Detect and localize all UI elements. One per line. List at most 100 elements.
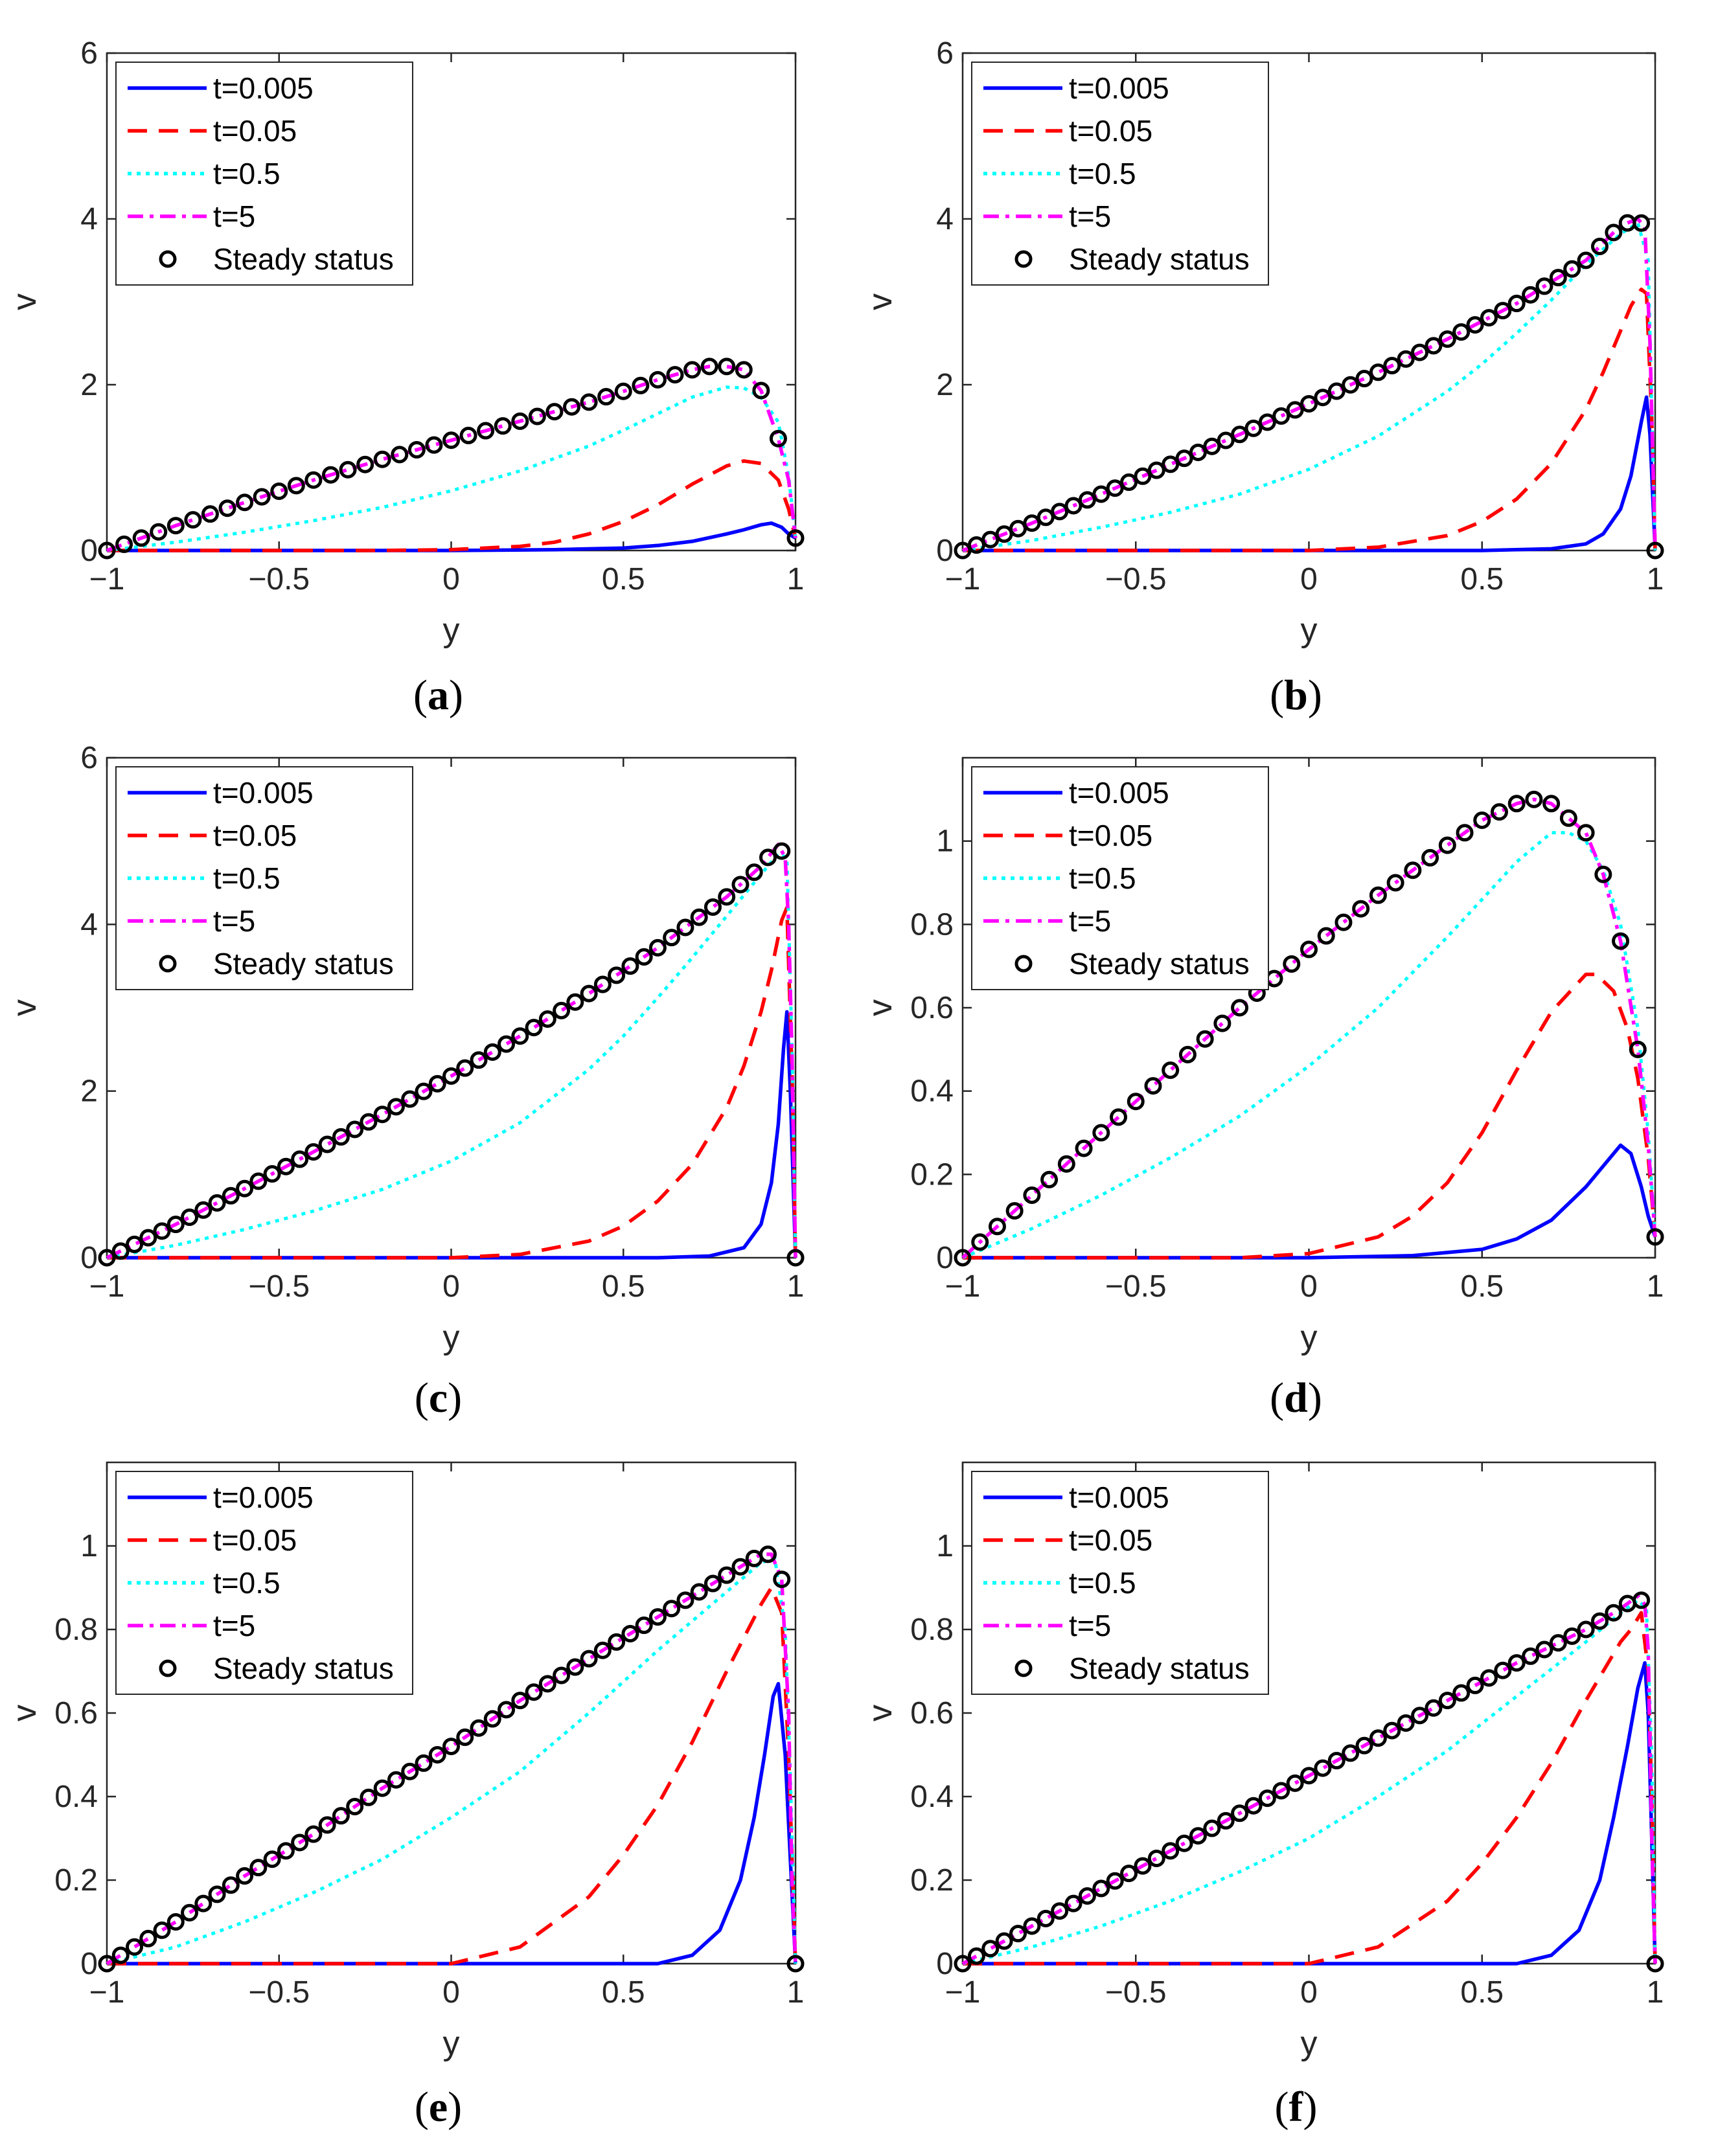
- steady-status-marker: [456, 1728, 474, 1746]
- steady-status-marker: [98, 1249, 116, 1267]
- steady-status-marker: [181, 1208, 199, 1226]
- legend-label: Steady status: [1069, 1651, 1250, 1685]
- x-tick-label: 1: [1647, 562, 1664, 596]
- steady-status-marker: [511, 412, 529, 430]
- steady-status-marker: [745, 863, 763, 881]
- legend-marker: [1014, 250, 1033, 268]
- steady-status-marker: [1629, 1040, 1647, 1058]
- x-tick-label: 0.5: [602, 1975, 645, 2010]
- x-tick-label: 1: [787, 562, 805, 596]
- y-axis-label: v: [6, 1705, 43, 1721]
- steady-status-marker: [759, 1545, 777, 1563]
- steady-status-marker: [635, 1617, 653, 1635]
- steady-status-marker: [1327, 382, 1346, 400]
- steady-status-marker: [1175, 449, 1193, 468]
- y-tick-label: 6: [80, 36, 98, 71]
- steady-status-marker: [360, 1113, 378, 1131]
- steady-status-marker: [538, 1010, 556, 1028]
- steady-status-marker: [1300, 940, 1318, 959]
- steady-status-marker: [538, 1675, 556, 1693]
- steady-status-marker: [1147, 1849, 1165, 1867]
- steady-status-marker: [201, 505, 219, 523]
- x-axis-label: y: [443, 2025, 460, 2062]
- y-tick-label: 1: [936, 824, 954, 859]
- steady-status-marker: [291, 1833, 309, 1852]
- steady-status-marker: [1005, 1202, 1024, 1220]
- y-tick-label: 0.8: [910, 907, 954, 942]
- steady-status-marker: [1258, 1789, 1276, 1808]
- caption-paren: (: [413, 672, 428, 719]
- steady-status-marker: [1542, 795, 1561, 813]
- x-tick-label: 0: [1300, 562, 1318, 596]
- y-tick-label: 0: [936, 1947, 954, 1981]
- legend-marker: [1014, 1659, 1033, 1677]
- steady-status-marker: [1023, 1917, 1041, 1935]
- x-tick-label: −1: [89, 1269, 125, 1304]
- steady-status-marker: [1314, 1759, 1332, 1777]
- steady-status-marker: [1646, 1955, 1664, 1973]
- steady-status-marker: [704, 898, 722, 916]
- steady-status-marker: [318, 1816, 336, 1834]
- steady-status-marker: [442, 1067, 460, 1085]
- y-tick-label: 0: [80, 1241, 98, 1275]
- steady-status-marker: [1258, 413, 1276, 431]
- x-tick-label: −0.5: [1105, 1975, 1167, 2010]
- legend-label: t=0.05: [1069, 114, 1152, 148]
- steady-status-marker: [580, 984, 598, 1003]
- legend-label: t=0.005: [1069, 776, 1169, 810]
- legend-label: Steady status: [213, 242, 394, 276]
- steady-status-marker: [1127, 1093, 1145, 1111]
- steady-status-marker: [456, 1059, 474, 1077]
- steady-status-marker: [553, 1666, 571, 1685]
- steady-status-marker: [1272, 407, 1290, 425]
- y-tick-label: 2: [80, 368, 98, 402]
- legend-label: t=0.5: [1069, 1566, 1136, 1600]
- steady-status-marker: [1342, 376, 1360, 394]
- steady-status-marker: [208, 1885, 226, 1903]
- steady-status-marker: [663, 1600, 681, 1618]
- steady-status-marker: [387, 1771, 405, 1789]
- steady-status-marker: [1352, 900, 1370, 918]
- steady-status-marker: [690, 1583, 708, 1601]
- steady-status-marker: [563, 398, 581, 416]
- steady-status-marker: [648, 938, 667, 957]
- steady-status-marker: [442, 431, 460, 449]
- steady-status-marker: [648, 1608, 667, 1626]
- steady-status-marker: [1559, 809, 1577, 827]
- steady-status-marker: [1480, 1669, 1498, 1687]
- steady-status-marker: [401, 1762, 419, 1780]
- steady-status-marker: [111, 1946, 130, 1964]
- steady-status-marker: [545, 403, 564, 421]
- steady-status-marker: [1231, 426, 1249, 444]
- chart-panel-a: −1 −0.5 0 0.5 1 0 2 4 6 y v t=0.005 t=0.05 t=0.5 t=5 St…: [6, 36, 805, 719]
- x-tick-label: −1: [945, 1975, 981, 2010]
- steady-status-marker: [1078, 491, 1096, 509]
- steady-status-marker: [407, 440, 426, 459]
- x-tick-label: −0.5: [248, 1975, 310, 2010]
- y-tick-label: 0: [80, 534, 98, 568]
- x-axis-label: y: [1301, 1319, 1318, 1356]
- steady-status-marker: [1009, 1925, 1027, 1943]
- steady-status-marker: [1327, 1752, 1346, 1770]
- steady-status-marker: [166, 1913, 185, 1931]
- steady-status-marker: [222, 1186, 240, 1205]
- steady-status-marker: [954, 1249, 972, 1267]
- steady-status-marker: [1064, 1894, 1082, 1912]
- legend-label: t=5: [1069, 904, 1111, 938]
- steady-status-marker: [346, 1120, 364, 1139]
- y-axis-label: v: [862, 293, 899, 310]
- legend-label: t=0.5: [1069, 157, 1136, 190]
- steady-status-marker: [1563, 1627, 1581, 1645]
- steady-status-marker: [1438, 330, 1456, 348]
- steady-status-marker: [786, 1249, 805, 1267]
- steady-status-marker: [208, 1194, 226, 1212]
- y-tick-label: 0: [936, 1241, 954, 1275]
- caption-letter: c: [429, 1374, 448, 1422]
- caption-paren: (: [415, 2083, 429, 2131]
- y-tick-label: 0.4: [910, 1074, 954, 1109]
- steady-status-marker: [1272, 1782, 1290, 1800]
- steady-status-marker: [1452, 323, 1471, 341]
- steady-status-marker: [115, 535, 133, 553]
- steady-status-marker: [1577, 251, 1595, 269]
- series-line-t005: [107, 1585, 797, 1966]
